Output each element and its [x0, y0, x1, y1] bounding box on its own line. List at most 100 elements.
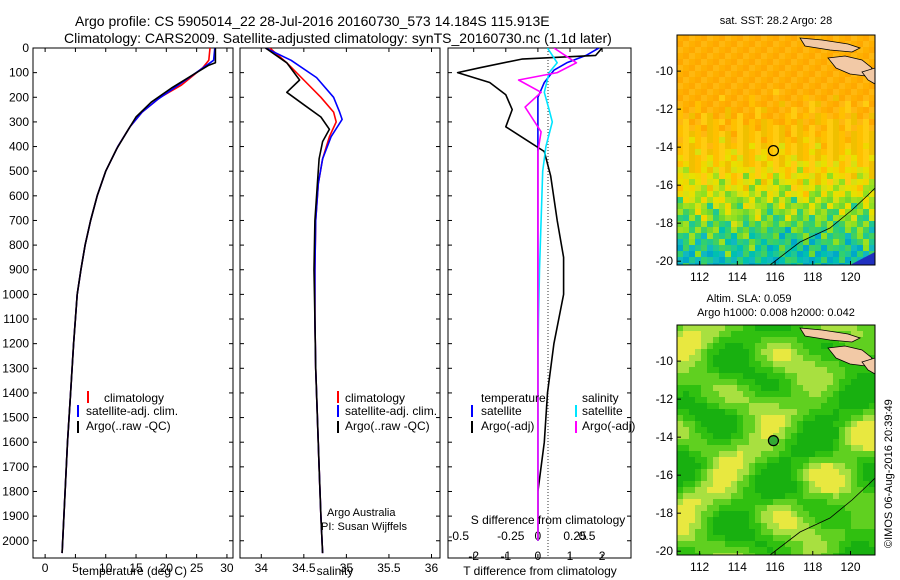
- sla-cell: [785, 367, 792, 374]
- sst-cell: [869, 83, 875, 90]
- sst-cell: [785, 59, 792, 66]
- sla-cell: [737, 391, 744, 398]
- sla-cell: [809, 535, 816, 542]
- y-tick-label: 1900: [2, 509, 29, 523]
- sla-cell: [827, 511, 834, 518]
- sst-cell: [749, 215, 756, 222]
- sst-cell: [791, 35, 798, 42]
- sst-cell: [695, 47, 702, 54]
- sla-cell: [839, 409, 846, 416]
- sla-cell: [725, 547, 732, 554]
- sst-cell: [749, 149, 756, 156]
- sst-cell: [749, 191, 756, 198]
- sla-cell: [869, 427, 875, 434]
- sla-cell: [845, 343, 852, 350]
- sla-cell: [821, 499, 828, 506]
- y-tick-label: 900: [9, 263, 29, 277]
- sst-cell: [695, 65, 702, 72]
- sst-cell: [731, 185, 738, 192]
- sla-cell: [701, 511, 708, 518]
- sst-cell: [839, 119, 846, 126]
- sst-cell: [821, 263, 828, 265]
- sst-cell: [797, 257, 804, 264]
- sla-cell: [719, 331, 726, 338]
- sst-cell: [731, 95, 738, 102]
- sst-cell: [803, 179, 810, 186]
- sla-cell: [809, 385, 816, 392]
- sla-cell: [791, 469, 798, 476]
- sla-cell: [701, 433, 708, 440]
- sla-cell: [809, 457, 816, 464]
- x-tick-label: 15: [129, 561, 143, 575]
- sst-cell: [713, 185, 720, 192]
- sst-cell: [677, 131, 684, 138]
- sst-cell: [821, 215, 828, 222]
- sst-cell: [827, 53, 834, 60]
- sla-cell: [785, 331, 792, 338]
- sst-cell: [821, 83, 828, 90]
- sla-cell: [755, 439, 762, 446]
- sla-cell: [863, 469, 870, 476]
- sla-cell: [737, 547, 744, 554]
- sst-cell: [737, 173, 744, 180]
- sst-cell: [695, 125, 702, 132]
- sst-cell: [689, 53, 696, 60]
- sla-cell: [827, 415, 834, 422]
- sla-cell: [737, 343, 744, 350]
- sla-cell: [803, 373, 810, 380]
- sla-cell: [701, 349, 708, 356]
- sla-cell: [809, 529, 816, 536]
- sst-cell: [869, 173, 875, 180]
- sla-cell: [773, 331, 780, 338]
- sst-cell: [731, 161, 738, 168]
- sla-cell: [785, 385, 792, 392]
- sst-cell: [749, 47, 756, 54]
- sla-cell: [863, 529, 870, 536]
- sla-cell: [809, 421, 816, 428]
- sst-cell: [683, 257, 690, 264]
- sst-cell: [797, 65, 804, 72]
- sst-cell: [845, 149, 852, 156]
- sla-cell: [821, 439, 828, 446]
- sla-cell: [815, 541, 822, 548]
- sst-cell: [785, 239, 792, 246]
- sst-cell: [821, 131, 828, 138]
- sst-cell: [845, 263, 852, 265]
- sst-cell: [677, 113, 684, 120]
- sst-cell: [761, 263, 768, 265]
- sla-cell: [695, 397, 702, 404]
- sla-cell: [689, 349, 696, 356]
- sla-cell: [719, 355, 726, 362]
- sst-cell: [869, 119, 875, 126]
- sla-cell: [821, 325, 828, 332]
- salinity-panel: 34 34.5 35 35.5 36 salinity climatology sate…: [239, 47, 441, 578]
- sla-cell: [677, 535, 684, 542]
- sla-cell: [785, 349, 792, 356]
- sla-cell: [749, 427, 756, 434]
- sst-cell: [761, 41, 768, 48]
- sla-cell: [731, 493, 738, 500]
- sst-cell: [713, 83, 720, 90]
- sst-cell: [749, 137, 756, 144]
- sla-cell: [677, 367, 684, 374]
- sst-cell: [863, 119, 870, 126]
- sst-cell: [845, 95, 852, 102]
- sst-cell: [845, 101, 852, 108]
- sla-cell: [707, 361, 714, 368]
- sst-cell: [743, 113, 750, 120]
- sla-cell: [785, 505, 792, 512]
- sla-cell: [815, 433, 822, 440]
- sla-cell: [725, 331, 732, 338]
- sst-cell: [713, 95, 720, 102]
- sla-cell: [809, 541, 816, 548]
- sst-cell: [851, 227, 858, 234]
- sst-cell: [755, 245, 762, 252]
- sst-cell: [677, 263, 684, 265]
- sst-cell: [743, 197, 750, 204]
- sst-cell: [815, 47, 822, 54]
- sst-cell: [815, 239, 822, 246]
- sst-cell: [695, 245, 702, 252]
- sst-cell: [839, 77, 846, 84]
- x-tick-label: 5: [72, 561, 79, 575]
- sst-cell: [839, 89, 846, 96]
